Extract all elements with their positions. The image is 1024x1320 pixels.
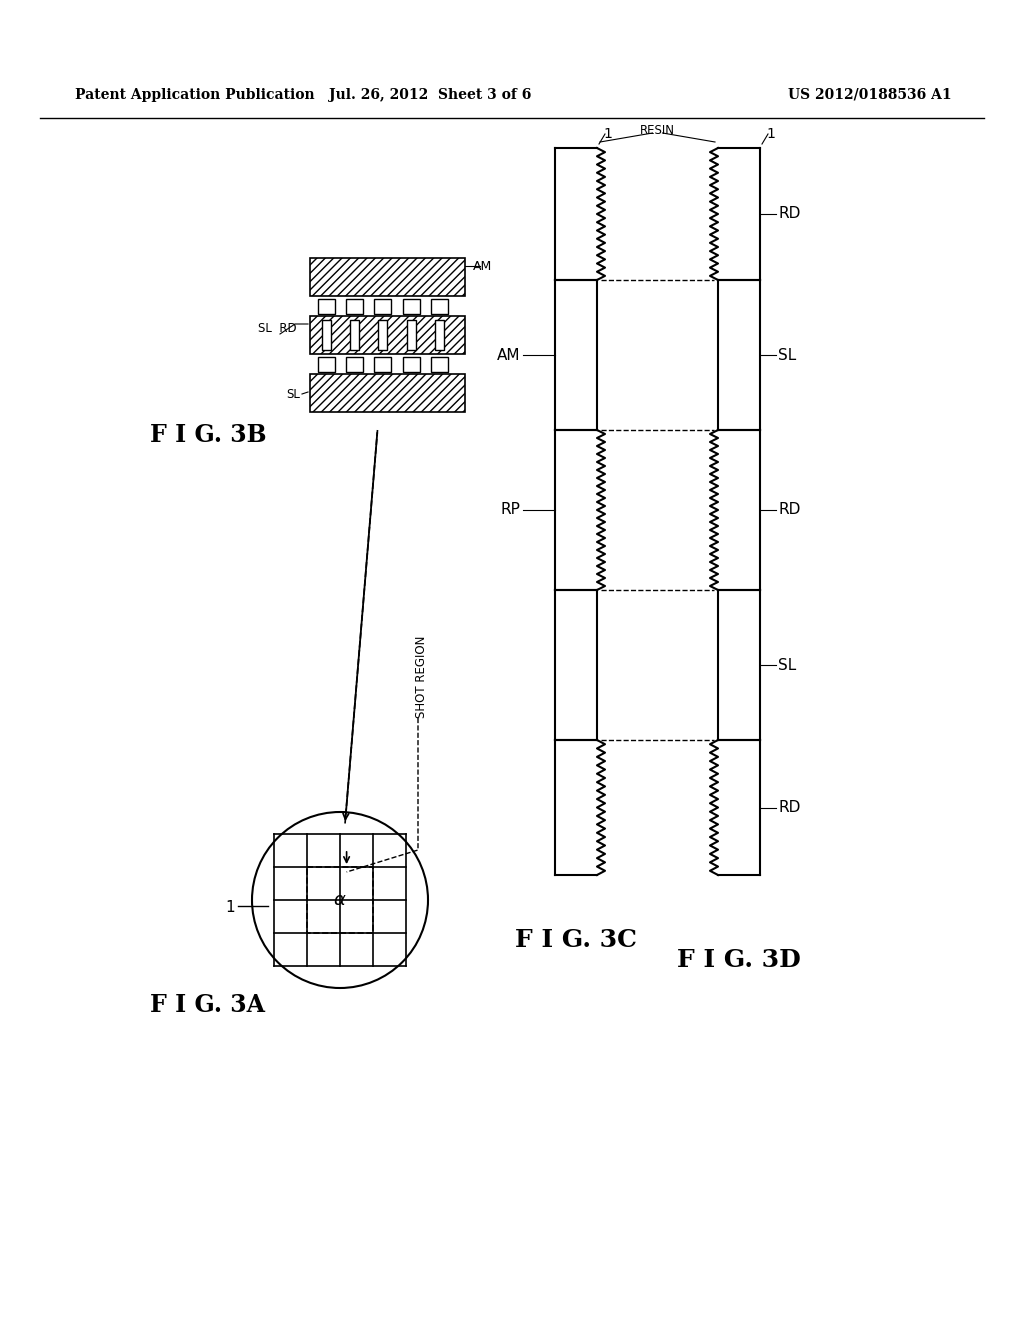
Bar <box>431 300 447 314</box>
Text: RD: RD <box>778 503 801 517</box>
Text: F I G. 3B: F I G. 3B <box>150 422 266 447</box>
Text: US 2012/0188536 A1: US 2012/0188536 A1 <box>788 88 952 102</box>
Text: SL: SL <box>778 347 797 363</box>
Text: 1: 1 <box>766 127 775 141</box>
Text: F I G. 3D: F I G. 3D <box>677 948 801 972</box>
Bar <box>318 300 335 314</box>
Text: RD: RD <box>778 800 801 814</box>
Text: SL: SL <box>778 657 797 672</box>
Bar <box>378 319 387 350</box>
Bar <box>435 319 443 350</box>
Bar <box>346 300 364 314</box>
Text: SL  RD: SL RD <box>258 322 297 334</box>
Text: Patent Application Publication: Patent Application Publication <box>75 88 314 102</box>
Text: RESIN: RESIN <box>640 124 675 136</box>
Bar <box>375 356 391 372</box>
Text: AM: AM <box>497 347 520 363</box>
Bar <box>310 257 465 296</box>
Bar <box>402 356 420 372</box>
Text: RD: RD <box>778 206 801 222</box>
Bar <box>322 319 331 350</box>
Text: Jul. 26, 2012  Sheet 3 of 6: Jul. 26, 2012 Sheet 3 of 6 <box>329 88 531 102</box>
Bar <box>310 374 465 412</box>
Bar <box>350 319 359 350</box>
Text: F I G. 3C: F I G. 3C <box>515 928 637 952</box>
Text: $\alpha$: $\alpha$ <box>333 891 347 909</box>
Bar <box>375 300 391 314</box>
Text: AM: AM <box>473 260 493 272</box>
Bar <box>402 300 420 314</box>
Text: F I G. 3A: F I G. 3A <box>150 993 265 1016</box>
Bar <box>307 867 373 933</box>
Text: RP: RP <box>500 503 520 517</box>
Bar <box>431 356 447 372</box>
Text: SL: SL <box>286 388 300 400</box>
Bar <box>407 319 416 350</box>
Text: SHOT REGION: SHOT REGION <box>415 636 428 718</box>
Bar <box>318 356 335 372</box>
Bar <box>310 315 465 354</box>
Bar <box>346 356 364 372</box>
Text: 1: 1 <box>603 127 612 141</box>
Text: 1: 1 <box>225 900 234 916</box>
